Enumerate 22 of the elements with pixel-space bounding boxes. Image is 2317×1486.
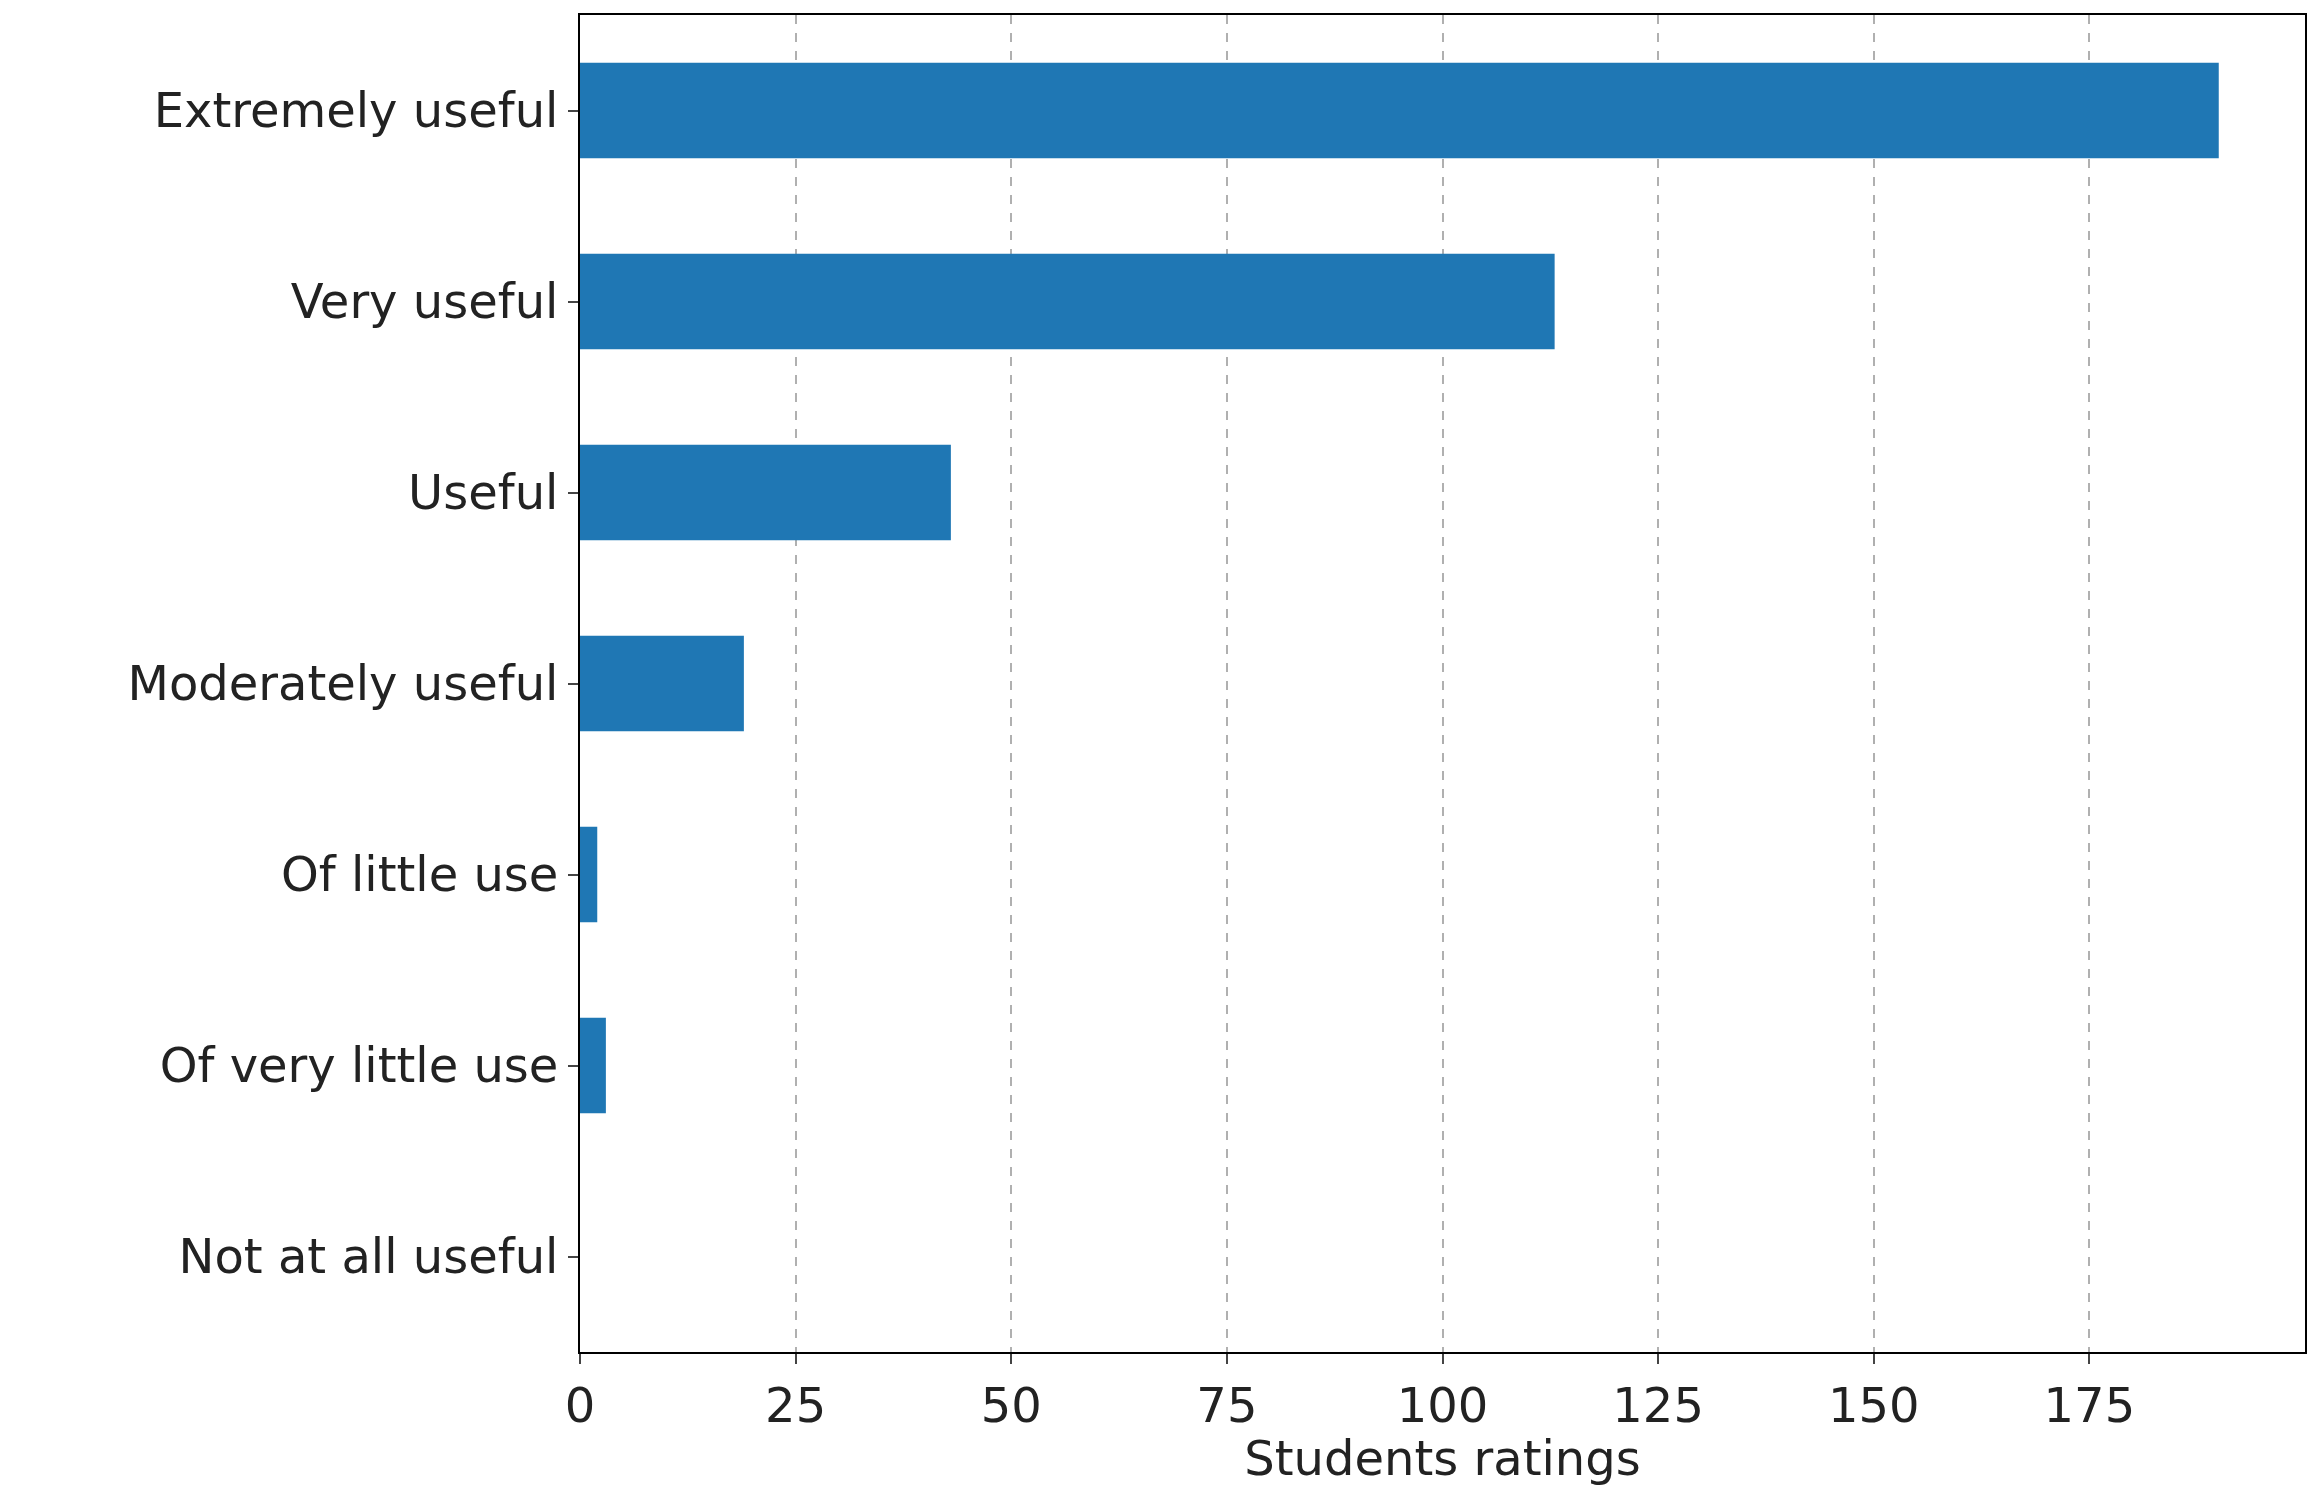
x-axis-title: Students ratings xyxy=(1244,1430,1641,1486)
bar xyxy=(580,253,1555,350)
y-tick-label: Moderately useful xyxy=(127,655,559,712)
y-tick-label: Useful xyxy=(408,464,559,521)
bar xyxy=(580,62,2219,159)
bar xyxy=(580,444,951,541)
x-tick-label: 75 xyxy=(1196,1376,1258,1433)
bar xyxy=(580,826,598,923)
x-tick-label: 125 xyxy=(1612,1376,1704,1433)
y-tick-label: Extremely useful xyxy=(153,82,559,139)
y-tick-label: Not at all useful xyxy=(178,1228,559,1285)
bar xyxy=(580,1017,606,1114)
x-tick-label: 150 xyxy=(1827,1376,1920,1433)
y-tick-label: Of very little use xyxy=(159,1037,559,1094)
x-tick-label: 25 xyxy=(765,1376,827,1433)
y-tick-label: Very useful xyxy=(290,273,559,330)
bar xyxy=(580,635,744,732)
x-tick-label: 100 xyxy=(1396,1376,1489,1433)
x-tick-label: 50 xyxy=(980,1376,1042,1433)
y-tick-label: Of little use xyxy=(281,846,559,903)
x-tick-label: 175 xyxy=(2043,1376,2136,1433)
x-tick-label: 0 xyxy=(564,1376,596,1433)
